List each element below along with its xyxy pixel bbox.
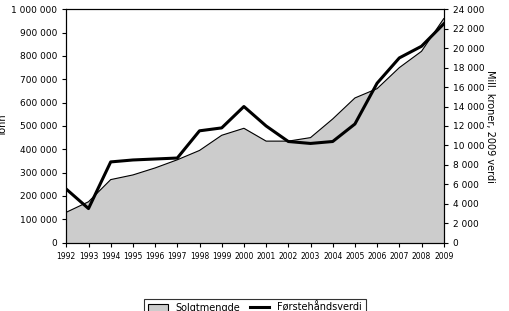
Y-axis label: Tonn: Tonn	[0, 115, 9, 137]
Legend: Solgtmengde, Førstehåndsverdi: Solgtmengde, Førstehåndsverdi	[144, 299, 365, 311]
Y-axis label: Mill. kroner, 2009 verdi: Mill. kroner, 2009 verdi	[485, 70, 494, 182]
